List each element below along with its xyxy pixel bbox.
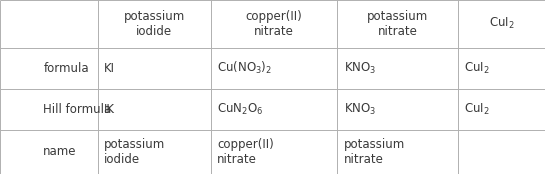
Text: CuI$_2$: CuI$_2$ <box>464 61 490 76</box>
Text: CuN$_2$O$_6$: CuN$_2$O$_6$ <box>217 102 263 117</box>
Text: IK: IK <box>104 103 115 116</box>
Text: KNO$_3$: KNO$_3$ <box>344 61 376 76</box>
Text: potassium
iodide: potassium iodide <box>124 10 185 38</box>
Text: KNO$_3$: KNO$_3$ <box>344 102 376 117</box>
Text: formula: formula <box>43 62 89 75</box>
Text: Hill formula: Hill formula <box>43 103 112 116</box>
Text: name: name <box>43 145 77 158</box>
Text: CuI$_2$: CuI$_2$ <box>464 102 490 117</box>
Text: Cu(NO$_3$)$_2$: Cu(NO$_3$)$_2$ <box>217 60 272 76</box>
Text: copper(II)
nitrate: copper(II) nitrate <box>217 138 274 166</box>
Text: CuI$_2$: CuI$_2$ <box>489 16 514 31</box>
Text: potassium
nitrate: potassium nitrate <box>344 138 405 166</box>
Text: KI: KI <box>104 62 115 75</box>
Text: copper(II)
nitrate: copper(II) nitrate <box>246 10 302 38</box>
Text: potassium
nitrate: potassium nitrate <box>367 10 428 38</box>
Text: potassium
iodide: potassium iodide <box>104 138 165 166</box>
